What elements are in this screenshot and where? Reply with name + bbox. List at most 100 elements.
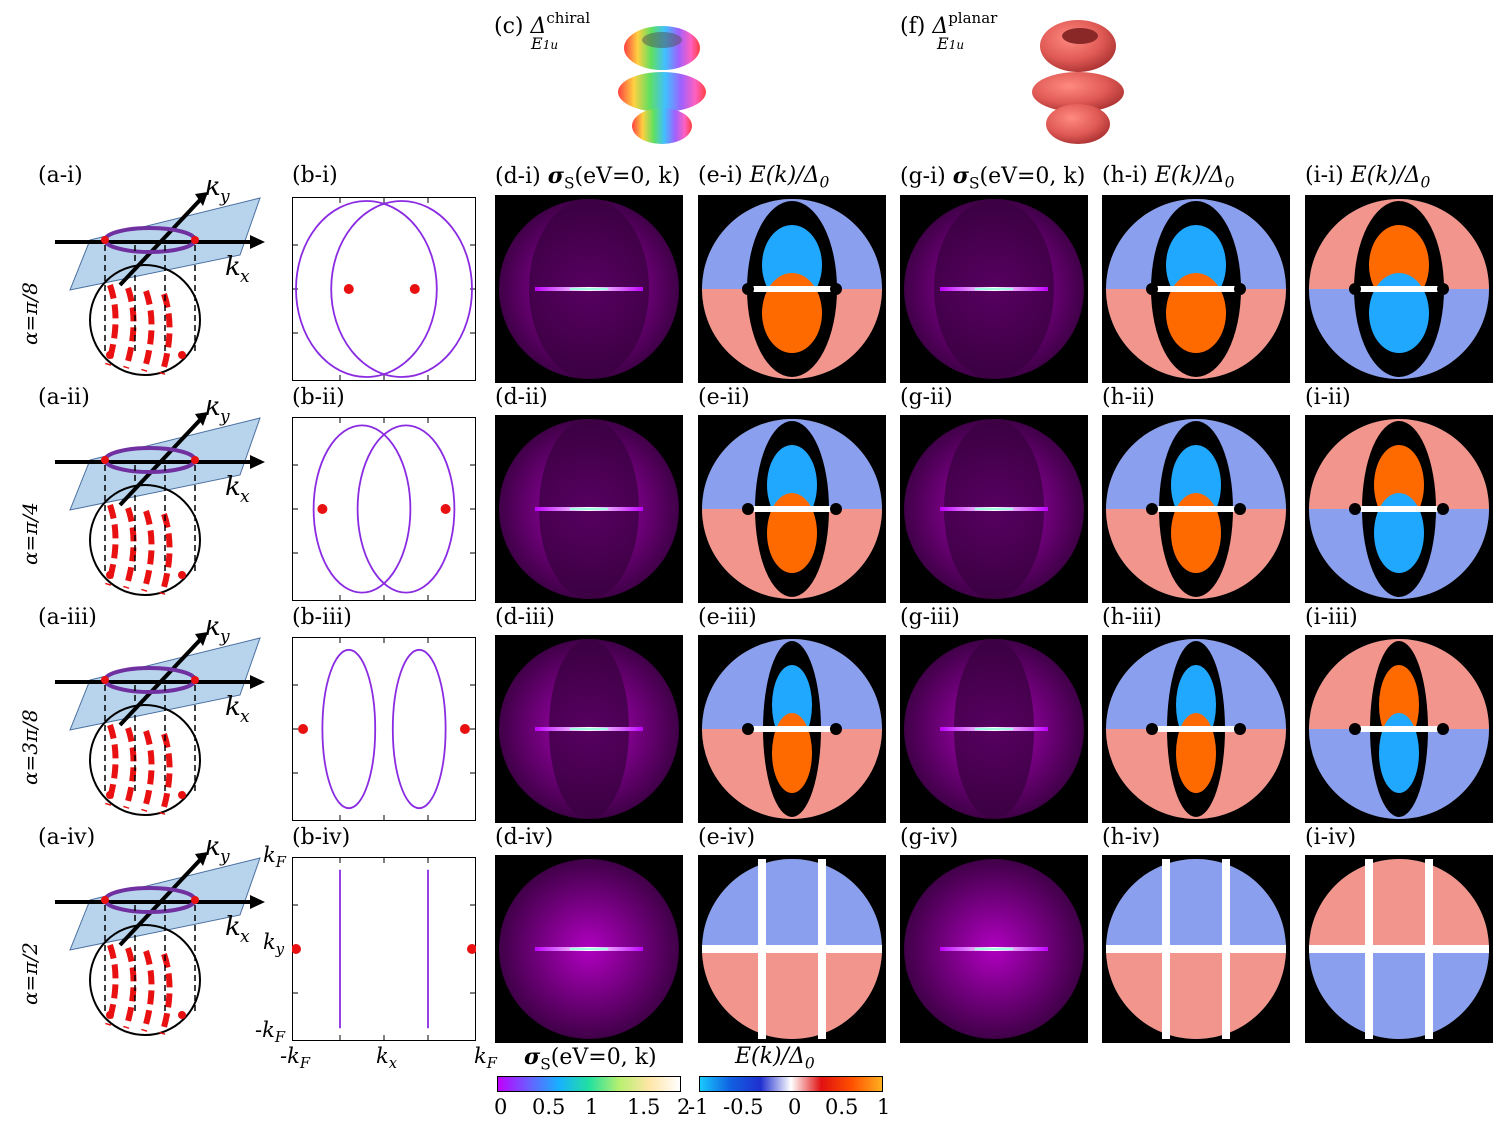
svg-text:x: x [240, 487, 250, 507]
energy-map-e-iv [698, 855, 886, 1043]
panel-b-iii-label: (b-iii) [292, 605, 352, 630]
energy-tick-0: -1 [688, 1095, 709, 1119]
fermi-contour-iii-0 [321, 648, 377, 810]
svg-text:y: y [219, 847, 230, 867]
panel-e-ii-label: (e-ii) [698, 385, 750, 410]
fermi-contour-iii-1 [391, 648, 447, 810]
node-point-i-1 [409, 284, 420, 294]
sigma-map-g-iv [900, 855, 1088, 1043]
panel-d-iii-label: (d-iii) [495, 605, 555, 630]
fermi-surface-plot-iii [292, 637, 476, 821]
fermi-contour-ii-0 [312, 424, 412, 594]
panel-h-iii-label: (h-iii) [1102, 605, 1162, 630]
ky-tick-kF-top: kF [263, 843, 286, 872]
sigma-tick-1: 0.5 [532, 1095, 566, 1119]
alpha-label-ii: α=π/4 [18, 502, 42, 565]
panel-h-iv-label: (h-iv) [1102, 825, 1161, 850]
panel-h-i-label: (h-i) E(k)/Δ0 [1102, 163, 1235, 192]
panel-g-i-label: (g-i) σS(eV=0, k) [900, 163, 1086, 193]
ky-axis-label: k [205, 400, 221, 422]
fermi-contour-i-1 [330, 200, 473, 378]
svg-text:y: y [219, 407, 230, 427]
panel-f-label: (f) Δplanar [900, 9, 998, 39]
energy-map-h-iii [1102, 635, 1290, 823]
sphere-sketch-iv: k yk x [55, 840, 265, 1036]
energy-map-h-ii [1102, 415, 1290, 603]
node-point-i-0 [343, 284, 354, 294]
svg-text:x: x [240, 927, 250, 947]
kx-tick-kx: kx [376, 1044, 398, 1073]
energy-map-e-ii [698, 415, 886, 603]
sphere-sketch-iii: k yk x [55, 620, 265, 816]
chiral-gap-3d-shape [618, 26, 706, 144]
panel-g-iv-label: (g-iv) [900, 825, 959, 850]
energy-map-h-i [1102, 195, 1290, 383]
panel-g-ii-label: (g-ii) [900, 385, 953, 410]
sigma-tick-2: 1 [585, 1095, 599, 1119]
energy-tick-3: 0.5 [825, 1095, 859, 1119]
sigma-map-d-ii [495, 415, 683, 603]
panel-d-i-label: (d-i) σS(eV=0, k) [495, 163, 681, 193]
energy-map-i-iv [1305, 855, 1493, 1043]
panel-i-ii-label: (i-ii) [1305, 385, 1351, 410]
energy-map-h-iv [1102, 855, 1290, 1043]
kx-axis-label: k [225, 472, 241, 502]
energy-map-i-ii [1305, 415, 1493, 603]
ky-axis-label: k [205, 180, 221, 202]
panel-b-iv-label: (b-iv) [292, 825, 351, 850]
node-point-iv-0 [292, 944, 301, 954]
alpha-label-iv: α=π/2 [18, 942, 42, 1005]
planar-gap-3d-shape [1032, 20, 1124, 144]
ky-axis-label: k [205, 840, 221, 862]
ky-tick-ky: ky [263, 930, 285, 959]
panel-d-ii-label: (d-ii) [495, 385, 548, 410]
sigma-tick-3: 1.5 [627, 1095, 661, 1119]
panel-g-iii-label: (g-iii) [900, 605, 960, 630]
svg-text:x: x [240, 707, 250, 727]
sphere-sketch-i: k yk x [55, 180, 265, 376]
energy-tick-2: 0 [788, 1095, 802, 1119]
panel-b-ii-label: (b-ii) [292, 385, 345, 410]
energy-map-e-i [698, 195, 886, 383]
node-point-iii-0 [298, 724, 309, 734]
fermi-surface-plot-iv [292, 857, 476, 1041]
sphere-sketch-ii: k yk x [55, 400, 265, 596]
sigma-map-d-i [495, 195, 683, 383]
kx-tick-kF-left: -kF [280, 1044, 311, 1073]
panel-h-ii-label: (h-ii) [1102, 385, 1155, 410]
kx-axis-label: k [225, 252, 241, 282]
sigma-map-d-iii [495, 635, 683, 823]
panel-a-i-label: (a-i) [38, 163, 83, 188]
sigma-tick-4: 2 [677, 1095, 691, 1119]
panel-a-ii-label: (a-ii) [38, 385, 90, 410]
alpha-label-iii: α=3π/8 [18, 709, 42, 785]
energy-map-i-iii [1305, 635, 1493, 823]
alpha-label-i: α=π/8 [18, 282, 42, 345]
panel-e-iii-label: (e-iii) [698, 605, 757, 630]
sigma-map-d-iv [495, 855, 683, 1043]
ky-axis-label: k [205, 620, 221, 642]
node-point-ii-0 [317, 504, 328, 514]
panel-a-iii-label: (a-iii) [38, 605, 97, 630]
sigma-tick-0: 0 [494, 1095, 508, 1119]
energy-colorbar [699, 1076, 883, 1092]
sigma-map-g-i [900, 195, 1088, 383]
energy-tick-1: -0.5 [723, 1095, 764, 1119]
kx-tick-kF-right: kF [474, 1044, 497, 1073]
panel-c-label: (c) Δchiral [494, 9, 591, 39]
svg-text:y: y [219, 627, 230, 647]
fermi-surface-plot-i [292, 197, 476, 381]
energy-colorbar-title: E(k)/Δ0 [735, 1044, 815, 1073]
ky-tick-kF-bottom: -kF [255, 1018, 286, 1047]
energy-map-i-i [1305, 195, 1493, 383]
panel-e-iv-label: (e-iv) [698, 825, 756, 850]
panel-b-i-label: (b-i) [292, 163, 338, 188]
panel-a-iv-label: (a-iv) [38, 825, 96, 850]
energy-map-e-iii [698, 635, 886, 823]
svg-text:x: x [240, 267, 250, 287]
sigma-map-g-iii [900, 635, 1088, 823]
kx-axis-label: k [225, 912, 241, 942]
sigma-colorbar [497, 1076, 681, 1092]
energy-tick-4: 1 [877, 1095, 891, 1119]
sigma-map-g-ii [900, 415, 1088, 603]
